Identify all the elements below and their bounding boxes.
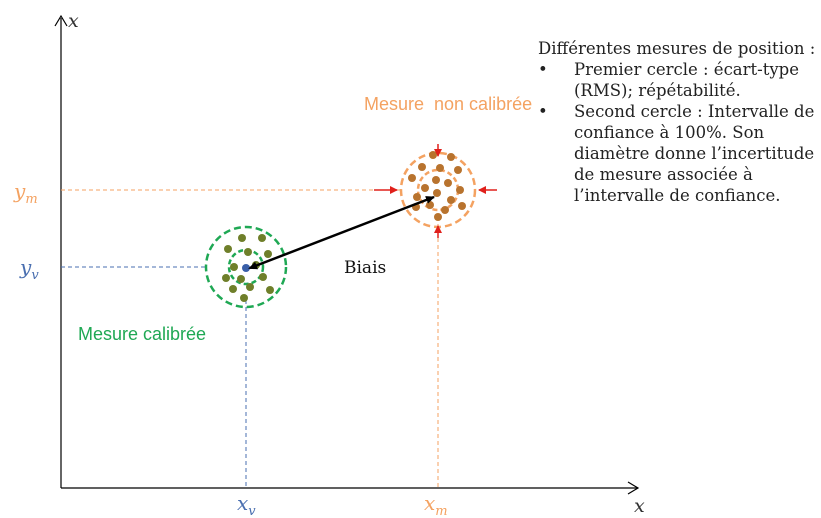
legend-list: • Premier cercle : écart-type (RMS); rép… (538, 59, 820, 206)
measurement-dot (432, 176, 440, 184)
measurement-dot (436, 164, 444, 172)
x-axis-arrowhead (627, 481, 640, 495)
measurement-dot (408, 174, 416, 182)
measurement-dot (426, 201, 434, 209)
measurement-dot (264, 250, 272, 258)
measurement-dot (441, 206, 449, 214)
measurement-dot (413, 193, 421, 201)
measurement-dot (456, 186, 464, 194)
uncalibrated-cluster (374, 144, 497, 238)
measurement-dot (454, 166, 462, 174)
measurement-dot (418, 163, 426, 171)
measurement-dot (434, 213, 442, 221)
measurement-dot (433, 189, 441, 197)
yv-label: yv (19, 255, 39, 283)
measurement-dot (224, 245, 232, 253)
legend-item-text: Premier cercle : écart-type (RMS); répét… (574, 60, 800, 100)
ym-label: ym (13, 179, 38, 207)
bias-arrow (248, 195, 435, 270)
calibrated-cluster (204, 225, 288, 309)
bullet-icon: • (538, 102, 548, 121)
calibrated-label: Mesure calibrée (78, 324, 206, 344)
axis-value-labels: ym yv xv xm (13, 179, 448, 518)
y-axis-arrowhead (54, 14, 68, 27)
measurement-dot (246, 283, 254, 291)
measurement-dot (240, 294, 248, 302)
measurement-dot (429, 151, 437, 159)
bias-label: Biais (344, 258, 386, 278)
legend-intro: Différentes mesures de position : (538, 39, 816, 58)
y-axis-label: x (68, 10, 79, 32)
measurement-dot (458, 202, 466, 210)
measurement-dot (447, 196, 455, 204)
measurement-dot (229, 285, 237, 293)
guide-lines (61, 189, 439, 488)
legend-item-text: Second cercle : Intervalle de confiance … (574, 102, 815, 205)
measurement-dot (447, 153, 455, 161)
measurement-dot (237, 275, 245, 283)
measurement-dot (222, 274, 230, 282)
axes: x x (54, 10, 645, 517)
measurement-dot (230, 263, 238, 271)
measurement-dot (244, 248, 252, 256)
measurement-dot (266, 286, 274, 294)
measurement-dot (258, 234, 266, 242)
xv-label: xv (237, 491, 256, 518)
legend-item-second-circle: • Second cercle : Intervalle de confianc… (538, 101, 820, 206)
measurement-dot (444, 179, 452, 187)
legend-item-first-circle: • Premier cercle : écart-type (RMS); rép… (538, 59, 820, 101)
bullet-icon: • (538, 60, 548, 79)
xm-label: xm (424, 491, 448, 518)
true-value-point (242, 264, 250, 272)
measurement-dot (259, 273, 267, 281)
measurement-dot (421, 184, 429, 192)
legend-panel: Différentes mesures de position : • Prem… (538, 38, 820, 206)
measurement-dot (238, 234, 246, 242)
uncalibrated-label: Mesure non calibrée (364, 94, 532, 114)
x-axis-label: x (634, 495, 645, 517)
